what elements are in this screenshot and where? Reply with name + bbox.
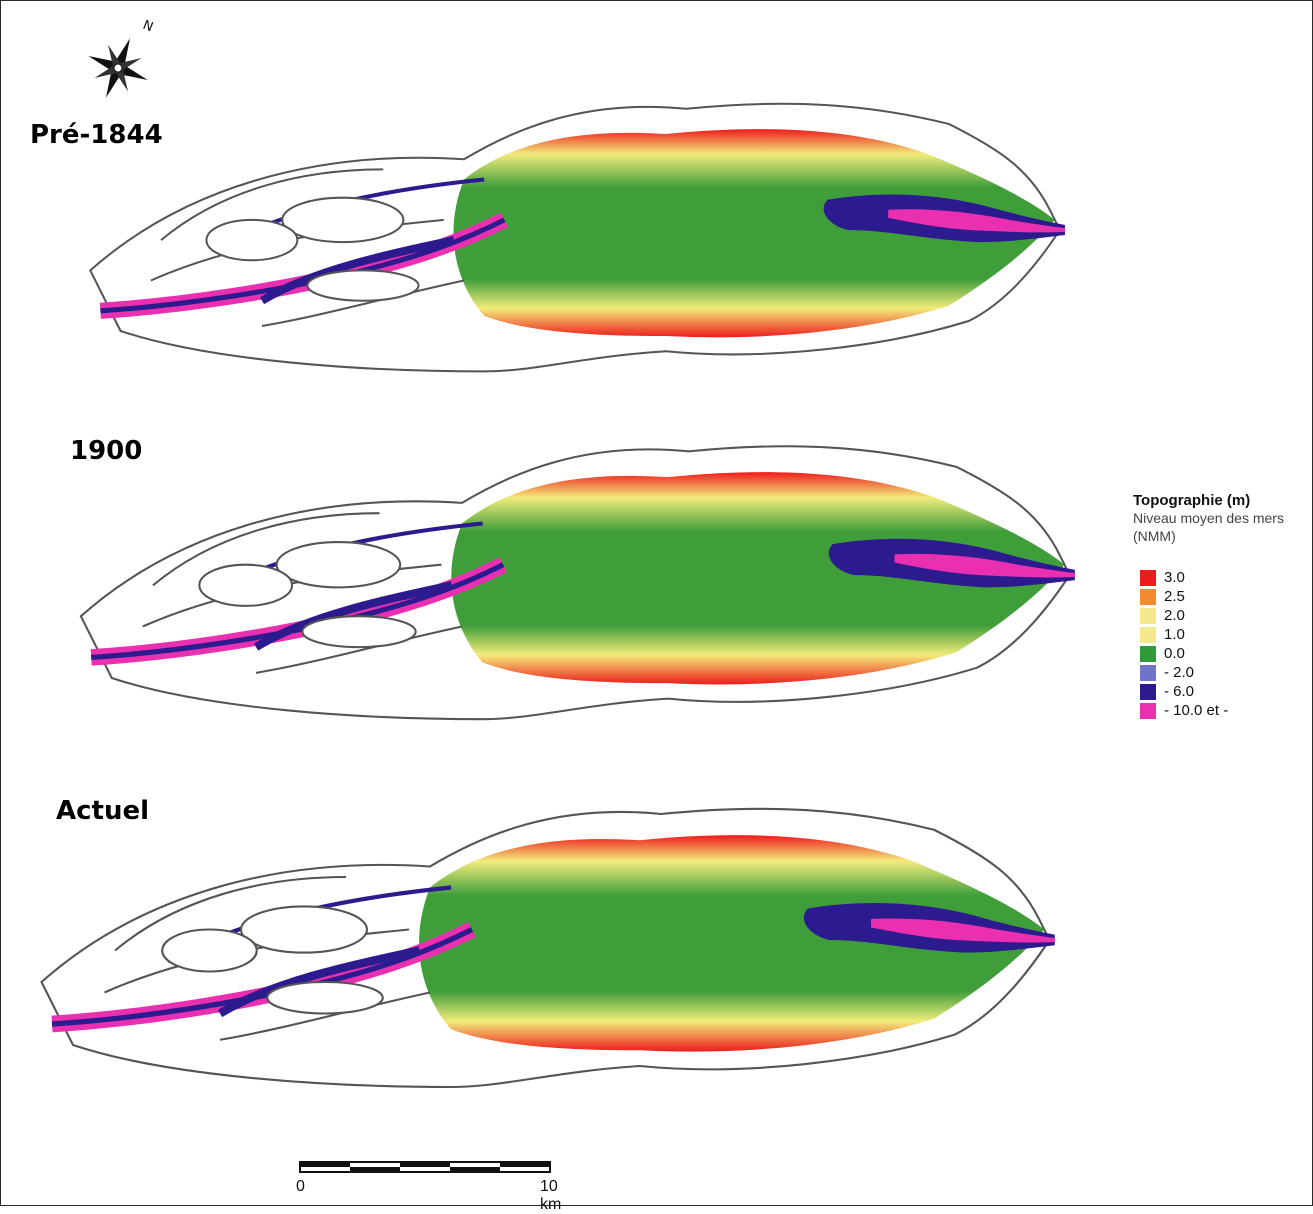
legend: Topographie (m) Niveau moyen des mers (N…	[1130, 492, 1310, 721]
legend-item: 2.5	[1130, 588, 1310, 607]
legend-swatch	[1140, 627, 1156, 643]
legend-item: - 2.0	[1130, 664, 1310, 683]
legend-swatch	[1140, 589, 1156, 605]
scale-start-label: 0	[296, 1178, 305, 1195]
compass-icon: N	[88, 18, 156, 98]
period-label-actuel: Actuel	[50, 794, 156, 828]
legend-value: - 6.0	[1164, 683, 1195, 700]
legend-swatch	[1140, 665, 1156, 681]
legend-item: 2.0	[1130, 607, 1310, 626]
scale-end-label: 10 km	[540, 1178, 562, 1213]
legend-value: 3.0	[1164, 569, 1185, 586]
legend-item: - 6.0	[1130, 683, 1310, 702]
legend-item: 1.0	[1130, 626, 1310, 645]
legend-swatch	[1140, 703, 1156, 719]
legend-item: 0.0	[1130, 645, 1310, 664]
legend-value: 2.0	[1164, 607, 1185, 624]
legend-swatch	[1140, 608, 1156, 624]
legend-value: 1.0	[1164, 626, 1185, 643]
legend-swatch	[1140, 570, 1156, 586]
legend-item: 3.0	[1130, 569, 1310, 588]
scale-bar	[299, 1161, 551, 1173]
legend-value: - 2.0	[1164, 664, 1195, 681]
map-actuel	[42, 809, 1055, 1087]
map-pre1844	[90, 104, 1065, 372]
legend-value: 2.5	[1164, 588, 1185, 605]
legend-subtitle: Niveau moyen des mers (NMM)	[1133, 510, 1284, 544]
map-1900	[81, 446, 1075, 719]
period-label-1900: 1900	[64, 434, 149, 468]
legend-value: - 10.0 et -	[1164, 702, 1229, 719]
legend-swatch	[1140, 684, 1156, 700]
legend-list: 3.0 2.5 2.0 1.0 0.0 - 2.0 - 6.0 - 10.0 et -	[1130, 569, 1310, 721]
north-label: N	[141, 18, 156, 35]
legend-item: - 10.0 et -	[1130, 702, 1310, 721]
period-label-pre1844: Pré-1844	[24, 118, 169, 152]
legend-swatch	[1140, 646, 1156, 662]
legend-value: 0.0	[1164, 645, 1185, 662]
legend-title: Topographie (m)	[1133, 492, 1251, 509]
